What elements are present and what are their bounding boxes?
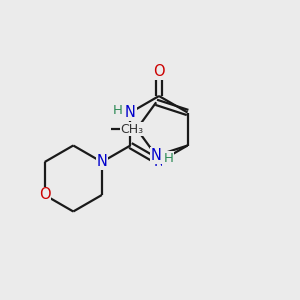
Text: N: N xyxy=(154,154,164,169)
Text: CH₃: CH₃ xyxy=(120,122,143,136)
Text: H: H xyxy=(163,152,173,165)
Text: N: N xyxy=(96,154,107,169)
Text: N: N xyxy=(125,105,136,120)
Text: H: H xyxy=(113,103,123,117)
Text: O: O xyxy=(153,64,165,80)
Text: N: N xyxy=(151,148,162,163)
Text: O: O xyxy=(39,188,50,202)
